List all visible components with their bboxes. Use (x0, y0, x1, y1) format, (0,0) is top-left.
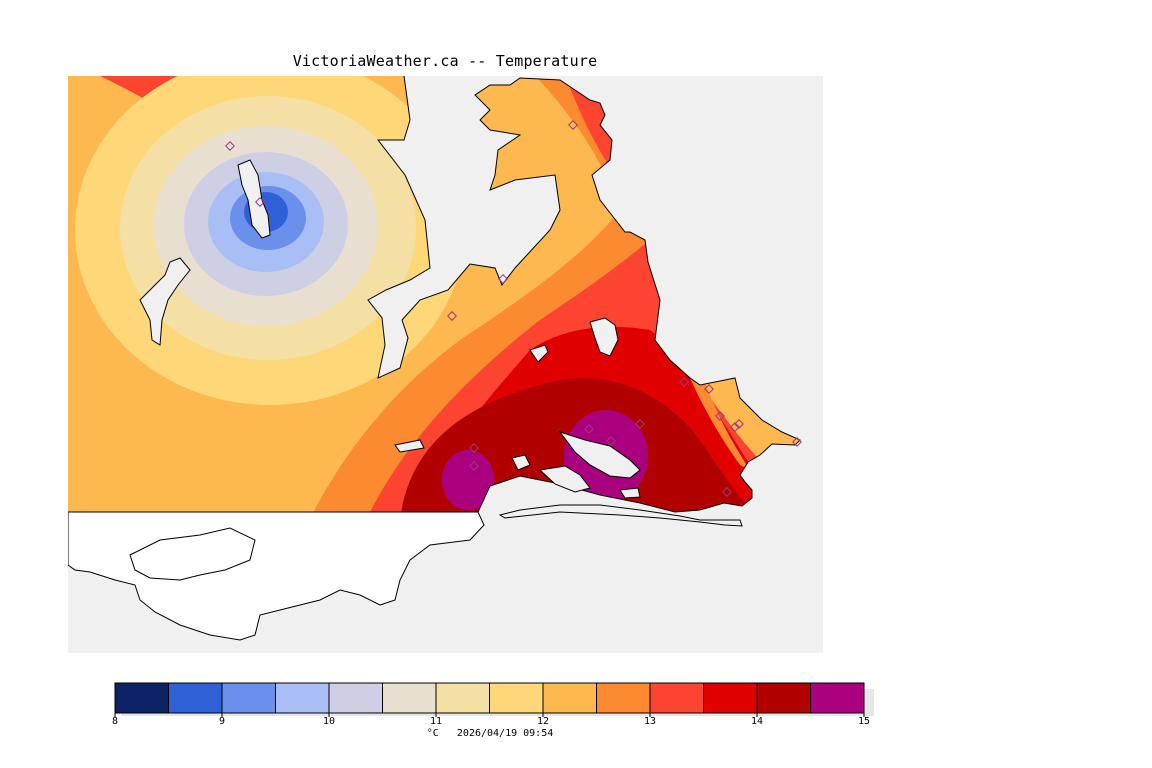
station-marker (469, 443, 479, 453)
station-marker (225, 141, 235, 151)
legend-bin-2 (221, 682, 276, 714)
legend-unit: °C (426, 728, 439, 739)
station-marker (704, 384, 714, 394)
legend-bin-3 (275, 682, 330, 714)
legend-bin-8 (542, 682, 597, 714)
station-marker (734, 419, 744, 429)
lakes (139, 159, 641, 499)
legend-ticks (114, 713, 865, 717)
legend-bin-1 (168, 682, 223, 714)
legend-bin-7 (489, 682, 544, 714)
legend-bin-6 (435, 682, 490, 714)
legend-bin-13 (810, 682, 865, 714)
station-marker (722, 487, 732, 497)
legend-color-bar (114, 682, 865, 714)
station-marker (498, 274, 508, 284)
legend-bin-4 (328, 682, 383, 714)
map-title: VictoriaWeather.ca -- Temperature (292, 52, 598, 70)
station-marker (255, 197, 265, 207)
legend-bin-9 (596, 682, 651, 714)
station-markers (225, 120, 802, 497)
station-marker (584, 424, 594, 434)
station-marker (469, 461, 479, 471)
legend-bin-11 (703, 682, 758, 714)
station-marker (679, 377, 689, 387)
station-marker (568, 120, 578, 130)
legend-caption: °C 2026/04/19 09:54 (0, 728, 980, 739)
station-marker (635, 419, 645, 429)
station-marker (715, 411, 725, 421)
station-marker (730, 422, 740, 432)
legend-bin-0 (114, 682, 169, 714)
legend-bin-10 (649, 682, 704, 714)
station-marker (447, 311, 457, 321)
station-marker (606, 436, 616, 446)
legend-bin-5 (382, 682, 437, 714)
coastline (68, 504, 743, 641)
legend-timestamp: 2026/04/19 09:54 (456, 728, 554, 739)
legend-bin-12 (756, 682, 811, 714)
station-marker (792, 437, 802, 447)
field-coast-outline (367, 75, 801, 513)
